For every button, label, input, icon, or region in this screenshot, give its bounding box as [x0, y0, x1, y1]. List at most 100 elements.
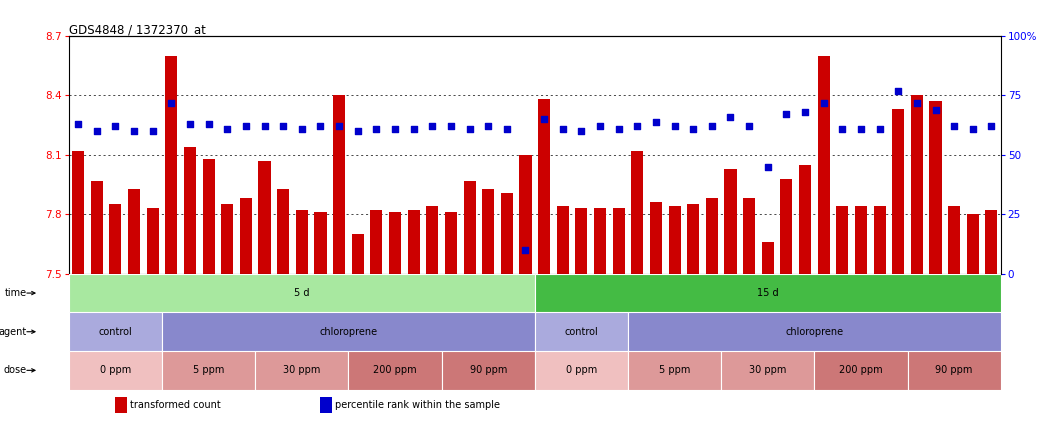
Text: 5 ppm: 5 ppm — [193, 365, 225, 375]
Point — [872, 125, 889, 132]
Text: percentile rank within the sample: percentile rank within the sample — [336, 400, 500, 410]
Bar — [69, 351, 162, 390]
Bar — [631, 151, 644, 274]
Point — [610, 125, 627, 132]
Point — [107, 123, 124, 130]
Point — [480, 123, 497, 130]
Text: GDS4848 / 1372370_at: GDS4848 / 1372370_at — [69, 23, 205, 36]
Bar — [442, 351, 535, 390]
Bar — [184, 147, 196, 274]
Bar — [705, 198, 718, 274]
Point — [88, 128, 105, 135]
Point — [740, 123, 757, 130]
Bar — [687, 204, 699, 274]
Point — [256, 123, 273, 130]
Text: 90 ppm: 90 ppm — [935, 365, 973, 375]
Bar — [721, 351, 814, 390]
Point — [387, 125, 403, 132]
Text: control: control — [564, 327, 598, 337]
Point — [367, 125, 384, 132]
Bar — [72, 151, 85, 274]
Bar — [814, 351, 908, 390]
Text: 15 d: 15 d — [757, 288, 778, 298]
Point — [647, 118, 664, 125]
Bar — [594, 209, 606, 274]
Bar — [780, 179, 792, 274]
Text: chloroprene: chloroprene — [786, 327, 843, 337]
Point — [554, 125, 571, 132]
Bar — [321, 398, 331, 413]
Point — [349, 128, 366, 135]
Point — [517, 247, 534, 253]
Bar — [818, 56, 830, 274]
Text: 0 ppm: 0 ppm — [566, 365, 597, 375]
Point — [499, 125, 516, 132]
Point — [759, 163, 776, 170]
Bar — [930, 102, 941, 274]
Bar — [115, 398, 127, 413]
Bar — [464, 181, 475, 274]
Point — [237, 123, 254, 130]
Bar — [874, 206, 885, 274]
Bar — [761, 242, 774, 274]
Bar — [501, 192, 513, 274]
Text: transformed count: transformed count — [130, 400, 221, 410]
Bar — [333, 96, 345, 274]
Text: control: control — [98, 327, 132, 337]
Point — [126, 128, 143, 135]
Point — [815, 99, 832, 106]
Bar — [109, 204, 122, 274]
Bar — [985, 210, 998, 274]
Point — [330, 123, 347, 130]
Bar — [798, 165, 811, 274]
Text: chloroprene: chloroprene — [320, 327, 377, 337]
Point — [703, 123, 720, 130]
Point — [890, 87, 907, 94]
Bar — [855, 206, 867, 274]
Point — [983, 123, 1000, 130]
Bar — [628, 313, 1001, 351]
Bar — [315, 212, 326, 274]
Point — [443, 123, 460, 130]
Point — [722, 113, 739, 120]
Bar — [389, 212, 401, 274]
Point — [461, 125, 478, 132]
Bar — [892, 109, 904, 274]
Bar — [535, 351, 628, 390]
Point — [685, 125, 702, 132]
Point — [424, 123, 441, 130]
Bar — [221, 204, 233, 274]
Bar — [967, 214, 979, 274]
Bar — [128, 189, 140, 274]
Bar — [162, 351, 255, 390]
Point — [536, 116, 553, 123]
Point — [274, 123, 291, 130]
Bar — [348, 351, 442, 390]
Text: 0 ppm: 0 ppm — [100, 365, 131, 375]
Bar — [948, 206, 961, 274]
Point — [592, 123, 609, 130]
Bar — [239, 198, 252, 274]
Point — [144, 128, 161, 135]
Bar — [482, 189, 495, 274]
Bar — [426, 206, 438, 274]
Point — [909, 99, 926, 106]
Point — [778, 111, 795, 118]
Bar — [408, 210, 419, 274]
Bar — [911, 96, 923, 274]
Bar — [535, 274, 1001, 313]
Bar — [557, 206, 569, 274]
Text: 5 d: 5 d — [294, 288, 309, 298]
Text: 90 ppm: 90 ppm — [469, 365, 507, 375]
Bar — [277, 189, 289, 274]
Bar — [69, 274, 535, 313]
Bar — [519, 155, 532, 274]
Text: 30 ppm: 30 ppm — [283, 365, 321, 375]
Bar — [668, 206, 681, 274]
Point — [946, 123, 963, 130]
Bar — [352, 234, 364, 274]
Text: 30 ppm: 30 ppm — [749, 365, 787, 375]
Point — [312, 123, 329, 130]
Bar — [650, 203, 662, 274]
Bar — [162, 313, 535, 351]
